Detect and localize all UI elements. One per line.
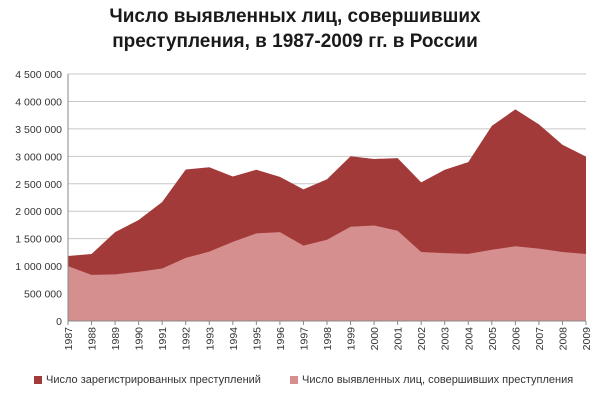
chart-title-line1: Число выявленных лиц, совершивших	[109, 6, 481, 27]
chart-title: Число выявленных лиц, совершивших престу…	[60, 4, 530, 54]
legend-swatch-identified-persons	[290, 376, 298, 384]
chart-title-line2: преступления, в 1987-2009 гг. в России	[112, 31, 478, 52]
y-tick-label: 3 500 000	[15, 124, 62, 136]
x-tick-label: 1987	[63, 327, 75, 351]
y-tick-label: 500 000	[24, 289, 62, 301]
x-tick-label: 2000	[369, 327, 381, 351]
x-tick-label: 1994	[228, 327, 240, 351]
x-tick-label: 1988	[87, 327, 99, 351]
x-tick-label: 2009	[581, 327, 593, 351]
y-tick-label: 4 500 000	[15, 69, 62, 81]
x-tick-label: 2003	[440, 327, 452, 351]
x-tick-label: 1992	[181, 327, 193, 351]
x-tick-label: 1989	[110, 327, 122, 351]
x-tick-label: 2007	[534, 327, 546, 351]
x-tick-label: 2008	[557, 327, 569, 351]
area-series-2	[68, 225, 586, 321]
y-tick-label: 3 000 000	[15, 151, 62, 163]
legend-swatch-registered-crimes	[34, 376, 42, 384]
x-tick-label: 1991	[157, 327, 169, 351]
y-tick-label: 2 500 000	[15, 179, 62, 191]
legend-label-identified-persons: Число выявленных лиц, совершивших престу…	[302, 374, 574, 386]
legend-label-registered-crimes: Число зарегистрированных преступлений	[46, 374, 261, 386]
y-tick-label: 0	[56, 316, 62, 328]
y-tick-label: 2 000 000	[15, 206, 62, 218]
y-tick-label: 1 000 000	[15, 261, 62, 273]
y-tick-label: 1 500 000	[15, 234, 62, 246]
x-tick-label: 1997	[298, 327, 310, 351]
axes	[67, 74, 587, 325]
x-tick-label: 1999	[346, 327, 358, 351]
x-tick-label: 2006	[510, 327, 522, 351]
y-tick-labels: 0 500 000 1 000 000 1 500 000 2 000 000 2 500…	[15, 69, 62, 328]
x-tick-label: 1993	[204, 327, 216, 351]
series-areas	[68, 109, 586, 322]
x-tick-label: 2005	[487, 327, 499, 351]
legend-item-registered-crimes: Число зарегистрированных преступлений	[34, 374, 261, 386]
x-tick-label: 1995	[251, 327, 263, 351]
x-tick-label: 2001	[393, 327, 405, 351]
x-tick-label: 1996	[275, 327, 287, 351]
legend-item-identified-persons: Число выявленных лиц, совершивших престу…	[290, 374, 573, 386]
y-tick-label: 4 000 000	[15, 96, 62, 108]
x-tick-label: 2004	[463, 327, 475, 351]
x-tick-label: 2002	[416, 327, 428, 351]
x-tick-labels: 1987 1988 1989 1990 1991 1992 1993 1994 1995 1996…	[63, 327, 593, 351]
x-tick-label: 1998	[322, 327, 334, 351]
x-tick-label: 1990	[134, 327, 146, 351]
